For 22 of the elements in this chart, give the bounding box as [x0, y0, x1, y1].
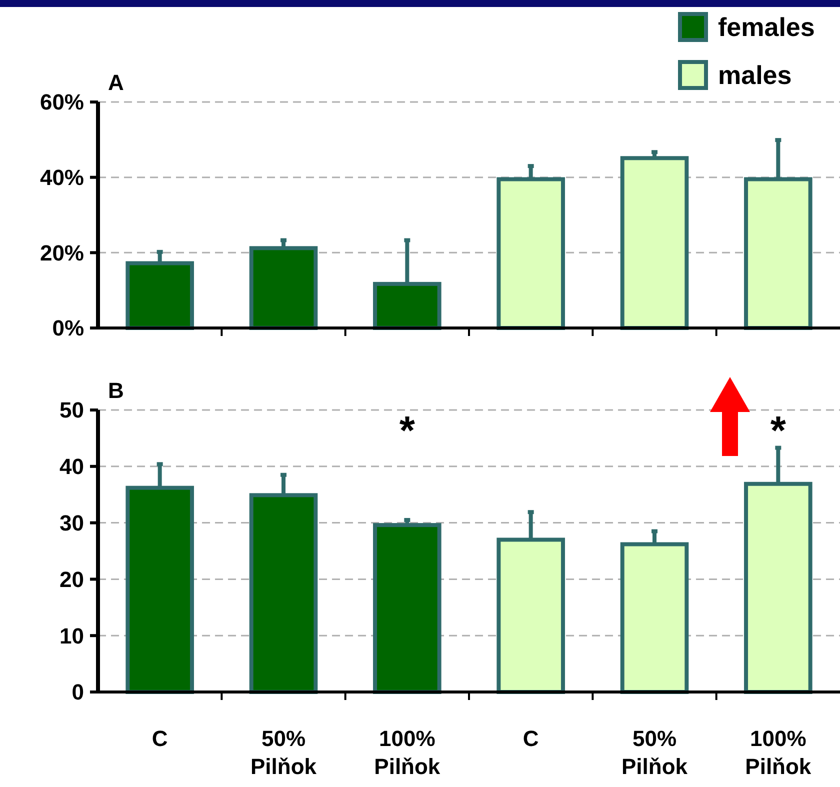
x-tick-label: C: [522, 726, 539, 751]
y-tick-label: 20%: [40, 240, 84, 266]
y-tick-label: 60%: [40, 90, 84, 115]
y-tick-label: 0: [72, 680, 84, 705]
annotation: *: [399, 409, 416, 453]
y-tick-label: 40: [60, 454, 84, 480]
x-tick-label: 100% Pilňok: [745, 726, 812, 779]
y-tick-label: 10: [60, 623, 84, 648]
y-tick-label: 40%: [40, 165, 84, 190]
chart-title: A: [108, 70, 124, 95]
y-tick-label: 30: [60, 510, 84, 536]
x-tick-label: 50% Pilňok: [621, 726, 688, 779]
x-tick-label: 50% Pilňok: [250, 726, 318, 779]
y-tick-label: 20: [60, 566, 84, 592]
chart-title: B: [108, 378, 124, 403]
annotation: *: [770, 409, 786, 453]
x-tick-label: C: [152, 726, 168, 751]
y-tick-label: 0%: [52, 316, 84, 341]
legend-label: males: [718, 60, 792, 90]
x-tick-label: 100% Pilňok: [374, 726, 441, 779]
legend-label: females: [718, 12, 815, 42]
y-tick-label: 50: [60, 398, 84, 423]
